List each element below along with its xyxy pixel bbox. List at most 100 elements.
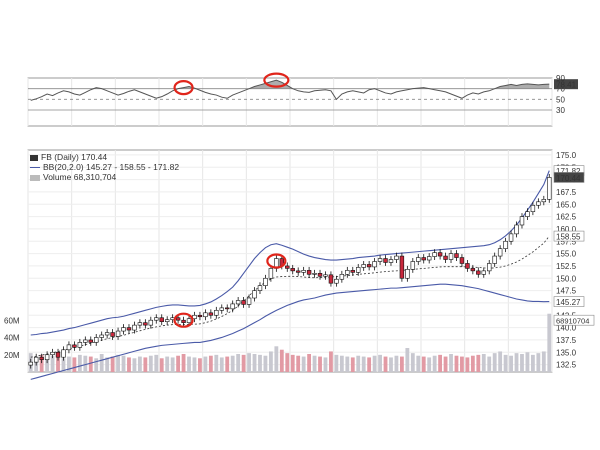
volume-bar xyxy=(61,358,66,372)
candle-body xyxy=(164,319,170,322)
price-tick-label: 165.0 xyxy=(556,200,577,209)
volume-bar xyxy=(481,354,486,372)
candle-body xyxy=(99,334,104,338)
highlight-circle xyxy=(173,312,194,328)
candle-swatch-icon xyxy=(30,154,38,161)
price-tag-label: 170.44 xyxy=(556,174,581,183)
volume-bar xyxy=(323,357,328,372)
volume-bar xyxy=(263,355,268,372)
candle-body xyxy=(197,314,203,318)
candle-body xyxy=(437,252,443,257)
candle-body xyxy=(252,290,257,299)
volume-bar xyxy=(465,357,470,372)
volume-bar xyxy=(334,354,339,372)
candle-body xyxy=(394,255,399,260)
volume-bar xyxy=(236,354,241,372)
price-tick-label: 160.0 xyxy=(556,225,577,234)
candle-body xyxy=(339,274,345,280)
candle-body xyxy=(230,303,235,310)
legend-volume: Volume 68,310,704 xyxy=(30,172,179,182)
candle-body xyxy=(432,252,437,257)
price-tag xyxy=(553,172,585,183)
volume-bar xyxy=(460,356,464,372)
volume-bar xyxy=(39,354,44,372)
volume-bar xyxy=(170,357,175,372)
candle-body xyxy=(448,253,454,260)
candle-body xyxy=(110,332,115,337)
candle-body xyxy=(356,267,361,273)
rsi-line xyxy=(30,79,550,101)
candle-body xyxy=(132,324,137,331)
legend-bb: BB(20,2.0) 145.27 - 158.55 - 171.82 xyxy=(30,162,179,172)
candle-body xyxy=(175,317,181,321)
candle-body xyxy=(77,342,83,348)
volume-bar xyxy=(247,353,251,372)
candle-body xyxy=(405,269,410,279)
volume-bar xyxy=(45,357,50,372)
candle-body xyxy=(83,339,88,343)
candle-body xyxy=(454,253,459,258)
rsi-tick-label: 30 xyxy=(556,106,565,115)
volume-bar xyxy=(50,355,55,372)
volume-bar xyxy=(525,352,530,372)
volume-bar xyxy=(159,358,164,372)
volume-bar xyxy=(105,357,110,372)
volume-bar xyxy=(137,356,142,372)
band-swatch-icon xyxy=(30,167,40,169)
candle-body xyxy=(514,224,519,235)
price-panel: 20M40M60M132.5135.0137.5140.0142.5145.01… xyxy=(4,149,595,380)
candle-body xyxy=(246,297,252,305)
candle-body xyxy=(44,354,50,360)
candle-body xyxy=(388,259,394,263)
candle-body xyxy=(257,285,263,291)
volume-bar xyxy=(449,354,453,372)
volume-bar xyxy=(503,354,508,372)
volume-bar xyxy=(367,357,372,372)
candle-body xyxy=(525,211,530,217)
volume-bar xyxy=(192,357,197,372)
candle-body xyxy=(301,270,306,273)
candle-body xyxy=(72,344,77,348)
candle-body xyxy=(547,177,552,200)
price-tick-label: 162.5 xyxy=(556,213,577,222)
candle-body xyxy=(361,264,366,268)
candle-body xyxy=(137,322,143,326)
volume-bar xyxy=(208,355,213,372)
candle-body xyxy=(39,356,44,360)
candle-body xyxy=(88,339,93,343)
volume-bar xyxy=(165,356,170,372)
candle-body xyxy=(426,256,432,261)
candle-body xyxy=(126,327,132,331)
volume-bar xyxy=(77,354,82,372)
candle-body xyxy=(306,270,312,275)
volume-bar xyxy=(389,357,393,372)
volume-bar xyxy=(148,355,153,372)
candle-body xyxy=(241,300,246,305)
volume-bar xyxy=(476,354,481,372)
volume-bar xyxy=(547,313,552,372)
candle-body xyxy=(94,337,99,343)
volume-bar xyxy=(541,351,546,372)
volume-bar xyxy=(176,355,181,372)
rsi-value-label: 78.41 xyxy=(556,81,577,90)
volume-bar xyxy=(443,356,448,372)
rsi-tick-label: 90 xyxy=(556,74,565,83)
volume-bar xyxy=(394,355,399,372)
volume-bar xyxy=(432,355,437,372)
volume-bar xyxy=(241,354,246,372)
price-tick-label: 175.0 xyxy=(556,151,577,160)
candle-body xyxy=(410,261,416,270)
candle-body xyxy=(203,312,208,318)
candle-body xyxy=(377,258,383,262)
price-tick-label: 135.0 xyxy=(556,348,577,357)
price-tick-label: 150.0 xyxy=(556,274,577,283)
highlight-circle xyxy=(173,79,194,96)
volume-bar xyxy=(252,354,257,372)
candle-body xyxy=(186,318,192,323)
volume-bar xyxy=(285,353,290,372)
volume-bar xyxy=(132,358,137,372)
volume-bar xyxy=(383,356,388,372)
volume-bar xyxy=(536,353,541,372)
candle-body xyxy=(416,257,421,262)
candle-body xyxy=(159,317,164,322)
